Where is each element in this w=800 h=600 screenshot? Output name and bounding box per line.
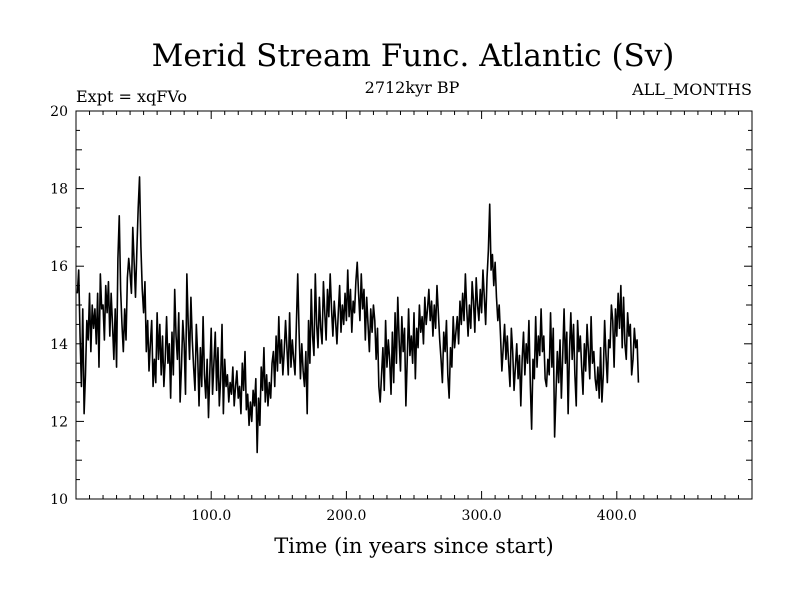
y-tick-label: 10 xyxy=(50,492,68,508)
x-tick-label: 300.0 xyxy=(462,508,502,524)
y-tick-label: 20 xyxy=(50,104,68,120)
chart-title: Merid Stream Func. Atlantic (Sv) xyxy=(152,38,675,74)
y-tick-label: 12 xyxy=(50,414,68,430)
series-line xyxy=(76,176,640,454)
y-tick-label: 16 xyxy=(50,259,68,275)
experiment-label: Expt = xqFVo xyxy=(76,87,187,106)
y-tick-label: 18 xyxy=(50,182,68,198)
x-tick-label: 200.0 xyxy=(326,508,366,524)
x-tick-label: 400.0 xyxy=(597,508,637,524)
y-tick-label: 14 xyxy=(50,337,68,353)
x-axis-label: Time (in years since start) xyxy=(274,534,553,558)
x-tick-label: 100.0 xyxy=(191,508,231,524)
months-label: ALL_MONTHS xyxy=(631,80,752,99)
plot-frame xyxy=(75,110,753,500)
period-label: 2712kyr BP xyxy=(365,78,460,97)
